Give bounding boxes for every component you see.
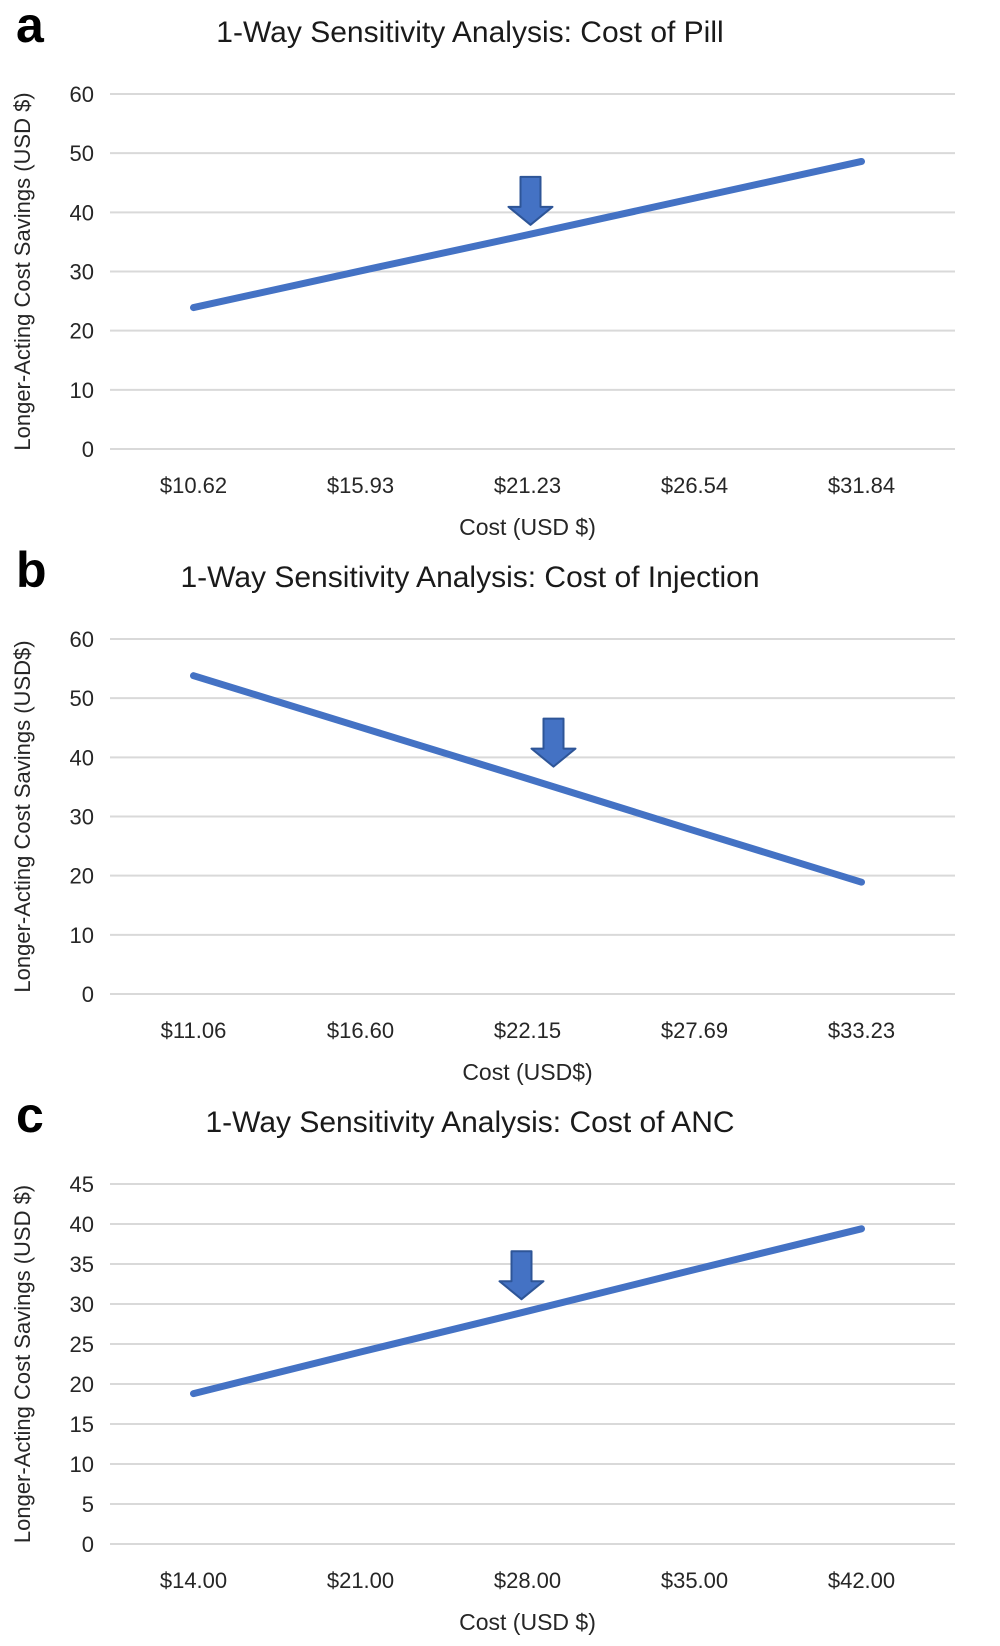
chart-c: 0 5 10 15 20 25 30 35 40 45 Longer-Acting Cost Sav… — [10, 1172, 955, 1635]
y-tick-label: 20 — [70, 1372, 94, 1397]
panel-a-header: a 1-Way Sensitivity Analysis: Cost of Pi… — [0, 0, 1000, 64]
series-line — [190, 672, 865, 886]
y-axis-label: Longer-Acting Cost Savings (USD $) — [10, 1185, 35, 1543]
panel-c-header: c 1-Way Sensitivity Analysis: Cost of AN… — [0, 1090, 1000, 1154]
panel-b: b 1-Way Sensitivity Analysis: Cost of In… — [0, 545, 1000, 1092]
x-axis-label: Cost (USD $) — [459, 514, 596, 540]
y-tick-label: 25 — [70, 1332, 94, 1357]
y-tick-label: 0 — [82, 982, 94, 1007]
x-tick-label: $27.69 — [661, 1018, 728, 1043]
y-tick-label: 0 — [82, 1532, 94, 1557]
panel-b-title: 1-Way Sensitivity Analysis: Cost of Inje… — [180, 561, 760, 594]
y-tick-label: 30 — [70, 1292, 94, 1317]
y-axis-label: Longer-Acting Cost Savings (USD $) — [10, 92, 35, 450]
y-tick-label: 10 — [70, 378, 94, 403]
x-axis-label: Cost (USD $) — [459, 1609, 596, 1635]
y-tick-label: 5 — [82, 1492, 94, 1517]
x-tick-label: $28.00 — [494, 1568, 561, 1593]
down-arrow-icon — [498, 1250, 545, 1301]
y-tick-label: 35 — [70, 1252, 94, 1277]
y-tick-label: 50 — [70, 686, 94, 711]
x-tick-label: $26.54 — [661, 473, 728, 498]
y-tick-label: 40 — [70, 745, 94, 770]
x-tick-label: $14.00 — [160, 1568, 227, 1593]
x-tick-label: $35.00 — [661, 1568, 728, 1593]
y-tick-label: 60 — [70, 82, 94, 107]
y-tick-label: 10 — [70, 1452, 94, 1477]
x-tick-label: $21.00 — [327, 1568, 394, 1593]
panel-c: c 1-Way Sensitivity Analysis: Cost of AN… — [0, 1090, 1000, 1642]
x-axis-label: Cost (USD$) — [462, 1059, 592, 1085]
y-tick-label: 60 — [70, 627, 94, 652]
panel-c-title: 1-Way Sensitivity Analysis: Cost of ANC — [205, 1106, 735, 1139]
y-tick-label: 40 — [70, 1212, 94, 1237]
x-tick-label: $31.84 — [828, 473, 895, 498]
y-tick-label: 0 — [82, 437, 94, 462]
y-tick-label: 10 — [70, 923, 94, 948]
panel-c-letter: c — [16, 1087, 44, 1143]
down-arrow-icon — [507, 175, 554, 226]
x-tick-label: $33.23 — [828, 1018, 895, 1043]
y-tick-label: 50 — [70, 141, 94, 166]
y-tick-label: 15 — [70, 1412, 94, 1437]
y-tick-label: 30 — [70, 260, 94, 285]
x-tick-label: $21.23 — [494, 473, 561, 498]
panel-a-letter: a — [16, 0, 44, 53]
y-tick-label: 30 — [70, 805, 94, 830]
panel-b-header: b 1-Way Sensitivity Analysis: Cost of In… — [0, 545, 1000, 609]
chart-b: 0 10 20 30 40 50 60 Longer-Acting Cost Savings … — [10, 627, 955, 1085]
y-axis-label: Longer-Acting Cost Savings (USD$) — [10, 640, 35, 992]
panel-a-title: 1-Way Sensitivity Analysis: Cost of Pill — [216, 16, 724, 49]
x-tick-label: $10.62 — [160, 473, 227, 498]
x-tick-label: $16.60 — [327, 1018, 394, 1043]
y-tick-label: 45 — [70, 1172, 94, 1197]
y-tick-label: 40 — [70, 200, 94, 225]
down-arrow-icon — [530, 717, 577, 768]
panel-a: a 1-Way Sensitivity Analysis: Cost of Pi… — [0, 0, 1000, 547]
x-tick-label: $42.00 — [828, 1568, 895, 1593]
x-tick-label: $11.06 — [161, 1018, 227, 1043]
panel-b-letter: b — [16, 542, 47, 598]
x-tick-label: $22.15 — [494, 1018, 561, 1043]
y-tick-label: 20 — [70, 864, 94, 889]
series-line — [190, 1225, 865, 1398]
x-tick-label: $15.93 — [327, 473, 394, 498]
y-tick-label: 20 — [70, 319, 94, 344]
series-line — [190, 157, 865, 312]
chart-a: 0 10 20 30 40 50 60 Longer-Acting Cost Savings … — [10, 82, 955, 540]
